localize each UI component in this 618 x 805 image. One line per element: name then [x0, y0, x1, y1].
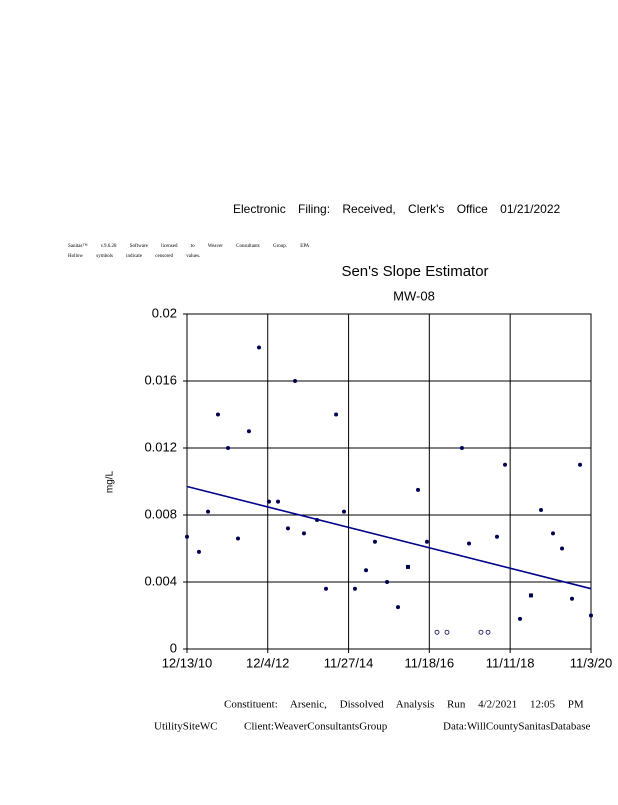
data-point: [285, 526, 290, 531]
data-point: [341, 509, 346, 514]
y-tick-label: 0.02: [152, 305, 177, 320]
y-axis-label: mg/L: [105, 470, 116, 493]
data-point: [276, 499, 281, 504]
y-tick-label: 0.016: [144, 372, 177, 387]
data-point: [589, 613, 593, 618]
data-point: [206, 509, 211, 514]
plot-frame: [186, 313, 592, 650]
data-point: [494, 534, 499, 539]
y-tick-label: 0.012: [144, 439, 177, 454]
data-point: [301, 531, 306, 536]
chart-title: Sen's Slope Estimator: [341, 263, 488, 280]
data-point: [424, 539, 429, 544]
data-point: [560, 546, 565, 551]
data-point: [257, 345, 262, 350]
censored-point: [478, 629, 484, 635]
footer-database: Data:WillCountySanitasDatabase: [443, 721, 591, 733]
data-point: [539, 507, 544, 512]
y-tick-label: 0: [170, 640, 177, 655]
data-point: [569, 596, 574, 601]
data-point: [405, 564, 410, 569]
data-point: [503, 462, 508, 467]
y-tick-label: 0.008: [144, 506, 177, 521]
data-point: [517, 616, 522, 621]
censored-note: Hollow symbols indicate censored values.: [68, 254, 200, 259]
data-point: [352, 586, 357, 591]
data-point: [467, 541, 472, 546]
footer-client: Client:WeaverConsultantsGroup: [244, 721, 388, 733]
data-point: [334, 412, 339, 417]
x-tick-label: 11/3/20: [570, 655, 612, 670]
chart-subtitle: MW-08: [393, 288, 435, 303]
x-tick-label: 11/11/18: [486, 655, 535, 670]
filing-header: Electronic Filing: Received, Clerk's Off…: [233, 202, 561, 216]
data-point: [235, 536, 240, 541]
data-point: [550, 531, 555, 536]
trend-line: [186, 485, 592, 590]
censored-point: [434, 629, 440, 635]
data-point: [385, 580, 390, 584]
data-point: [185, 534, 189, 539]
data-point: [416, 487, 421, 492]
censored-point: [444, 629, 450, 635]
data-point: [226, 446, 231, 450]
footer-site: UtilitySiteWC: [154, 721, 218, 733]
x-tick-label: 12/4/12: [246, 655, 289, 670]
data-point: [196, 549, 201, 554]
data-point: [293, 379, 298, 383]
footer-constituent: Constituent: Arsenic, Dissolved Analysis…: [224, 699, 584, 711]
x-tick-label: 12/13/10: [162, 655, 213, 670]
data-point: [396, 605, 401, 610]
x-tick-label: 11/27/14: [324, 655, 374, 670]
censored-point: [485, 629, 491, 635]
x-tick-label: 11/18/16: [404, 655, 454, 670]
data-point: [215, 412, 220, 417]
data-point: [578, 462, 583, 467]
software-note: Sanitas™ v.9.6.28 Software licensed to W…: [68, 243, 310, 249]
data-point: [323, 586, 328, 591]
y-tick-label: 0.004: [144, 573, 177, 588]
data-point: [459, 446, 464, 450]
data-point: [266, 499, 271, 504]
data-point: [246, 429, 251, 434]
data-point: [364, 568, 369, 573]
data-point: [372, 539, 377, 544]
data-point: [528, 593, 533, 598]
